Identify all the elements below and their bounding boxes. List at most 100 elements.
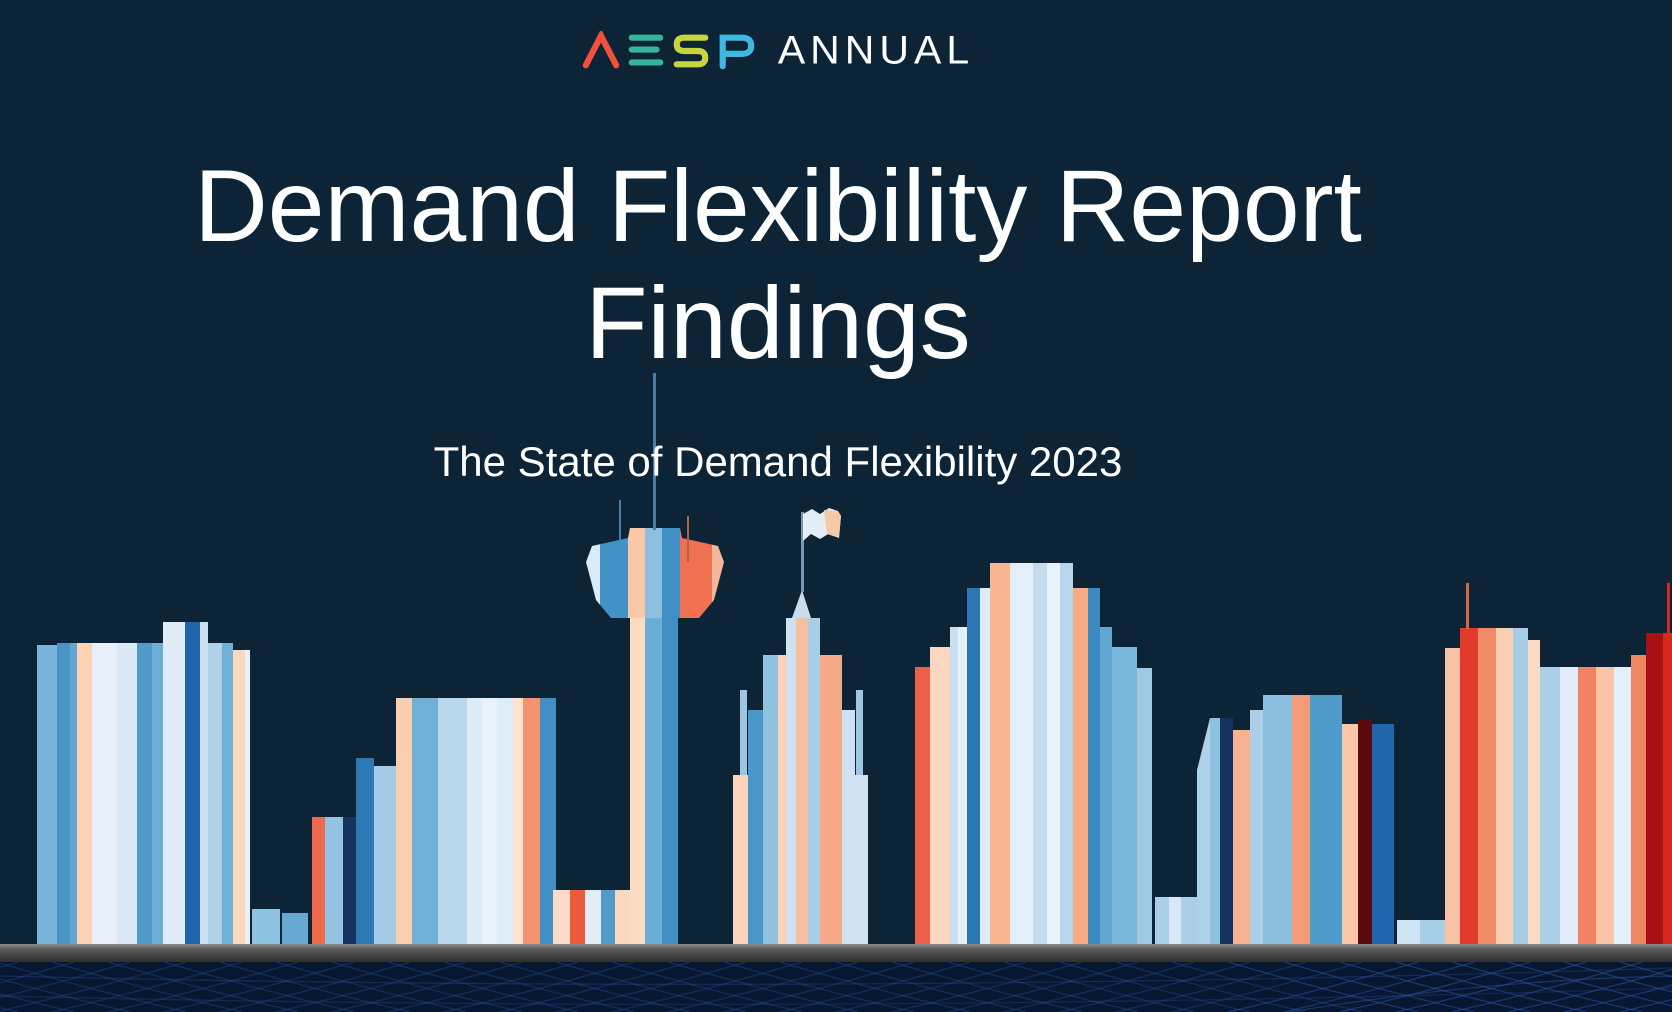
stripe [1010,563,1033,944]
stripe [523,698,540,944]
stripe [163,622,185,944]
stripe [1033,563,1047,944]
stripe [1646,633,1663,944]
stripe [498,698,513,944]
stripe [1596,667,1614,944]
stripe [796,618,808,944]
stripe [282,913,308,944]
stripe [117,643,137,944]
building-low-mid-right [1540,667,1631,944]
stripe [600,528,628,618]
stripe [233,650,245,944]
building-mid-tower [396,698,556,944]
stripe [356,758,374,944]
stripe [1420,920,1445,944]
stripe [1088,588,1100,944]
stripe [1496,628,1513,944]
stripe [1100,627,1112,944]
stripe [1197,770,1210,944]
building-right-tower-2 [1631,633,1672,944]
stripe [222,643,233,944]
stripe [312,817,325,944]
stripe [1663,633,1672,944]
slant-tower-slope [1197,718,1210,772]
building-navy-stripe [1220,718,1233,944]
stripe [553,890,570,944]
skyline-illustration [37,373,1672,944]
footer-bar [0,944,1672,962]
stripe [1292,695,1310,944]
subtitle: The State of Demand Flexibility 2023 [433,438,1123,485]
title-line-1: Demand Flexibility Report [194,149,1362,263]
stripe [763,655,778,944]
stripe [185,622,200,944]
building-low-strip-d [1397,920,1445,944]
stripe [1540,667,1560,944]
building-towerlife-cap [786,618,820,944]
stripe [990,563,1010,944]
stripe [786,618,796,944]
americas-main-antenna [653,373,656,530]
stripe [585,890,601,944]
stripe [1358,719,1372,944]
stripe [1445,648,1460,944]
towerlife-right-pinnacle [856,690,863,775]
stripe [1310,695,1342,944]
stripe [1137,668,1152,944]
stripe [1478,628,1496,944]
building-low-center-building [553,890,630,944]
stripe [1233,730,1250,944]
logo-letter-a-icon [582,30,620,68]
building-low-notch-strips [1155,897,1197,944]
building-slant-tower [1197,718,1220,944]
stripe [92,643,117,944]
stripe [1169,897,1181,944]
grid-lines [0,962,1672,1012]
stripe [1250,710,1263,944]
stripe [57,643,70,944]
stripe [343,817,356,944]
stripe [950,627,958,944]
perspective-grid [0,962,1672,1012]
stripe [245,650,250,944]
building-low-left-strips [252,909,308,944]
stripe [438,698,467,944]
towerlife-flag-tip [824,510,841,538]
stripe [645,528,662,618]
towerlife-spire [792,590,811,618]
stripe [396,698,412,944]
stripe [152,643,163,944]
right-tower-2-antenna [1667,583,1670,633]
stripe [680,528,712,618]
stripe [1614,667,1631,944]
stripe [662,618,678,944]
stripe [1047,563,1060,944]
stripe [662,528,680,618]
stripe [70,643,77,944]
stripe [412,698,438,944]
building-right-tower-1 [1445,628,1540,944]
stripe [1631,655,1646,944]
stripe [137,643,152,944]
stripe [980,588,990,944]
stripe [37,645,57,944]
stripe [1060,563,1073,944]
logo: ANNUAL [0,30,1556,71]
stripe [374,766,396,944]
stripe [513,698,523,944]
stripe [615,890,630,944]
building-building-d [1233,695,1394,944]
americas-right-antenna [687,516,689,562]
stripe [808,618,820,944]
stripe [1460,628,1478,944]
towerlife-flagpole [801,512,804,592]
stripe [601,890,615,944]
logo-text-annual: ANNUAL [777,27,975,73]
stripe [482,698,498,944]
stripe [818,655,842,944]
logo-brand-letters [582,30,755,71]
stripe [77,643,92,944]
stripe [628,528,645,618]
stripe [1112,647,1137,944]
logo-letter-s-icon [673,34,709,67]
